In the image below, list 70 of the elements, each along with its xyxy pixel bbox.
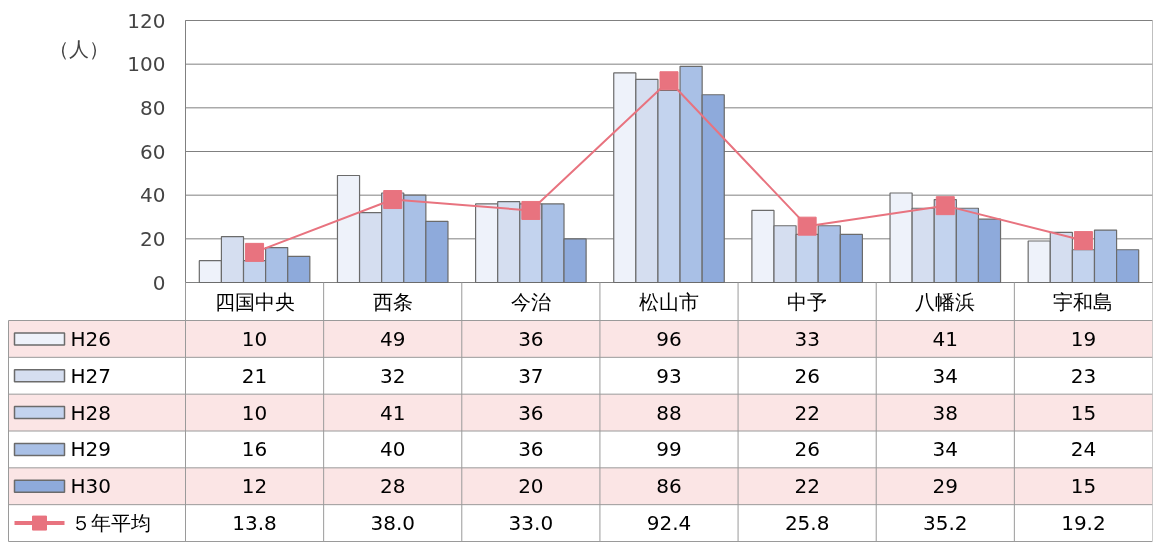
legend-label: H28 [70, 400, 111, 425]
y-tick-label: 120 [127, 8, 166, 33]
point [797, 216, 817, 236]
point [383, 190, 403, 210]
data-label: 37 [518, 363, 544, 388]
data-label: 36 [518, 437, 544, 462]
data-label: 24 [1070, 437, 1097, 462]
data-label: 35.2 [923, 511, 968, 536]
data-label: 34 [932, 363, 959, 388]
x-tick-label: 松山市 [639, 289, 699, 314]
data-label: 13.8 [232, 511, 277, 536]
x-tick-label: 四国中央 [214, 289, 295, 314]
data-label: 38.0 [370, 511, 415, 536]
data-label: 41 [932, 326, 959, 351]
data-label: 33 [794, 326, 820, 351]
data-label: 99 [656, 437, 682, 462]
y-axis-title: （人） [48, 36, 109, 61]
data-label: 36 [518, 326, 544, 351]
data-label: 10 [241, 400, 268, 425]
point [1073, 231, 1093, 251]
y-tick-label: 40 [140, 183, 166, 208]
data-label: 10 [241, 326, 268, 351]
y-tick-label: 100 [127, 52, 166, 77]
data-label: 28 [379, 474, 406, 499]
data-label: 19 [1070, 326, 1097, 351]
legend-label: H30 [70, 474, 111, 499]
x-tick-label: 中予 [787, 289, 828, 314]
legend-label: ５年平均 [70, 511, 151, 536]
data-label: 93 [656, 363, 682, 388]
data-label: 23 [1070, 363, 1097, 388]
y-tick-label: 20 [140, 226, 166, 251]
data-label: 34 [932, 437, 959, 462]
data-label: 88 [656, 400, 682, 425]
data-label: 22 [794, 400, 820, 425]
data-label: 32 [379, 363, 406, 388]
x-tick-label: 宇和島 [1053, 289, 1114, 314]
data-label: 41 [379, 400, 406, 425]
point [659, 71, 679, 91]
data-label: 15 [1070, 474, 1097, 499]
data-label: 22 [794, 474, 820, 499]
data-label: 15 [1070, 400, 1097, 425]
data-label: 96 [656, 326, 682, 351]
data-label: 25.8 [784, 511, 830, 536]
y-tick-label: 80 [140, 95, 166, 120]
data-label: 33.0 [508, 511, 554, 536]
data-label: 29 [932, 474, 959, 499]
y-tick-label: 0 [152, 270, 166, 295]
point [935, 196, 955, 216]
x-tick-label: 八幡浜 [915, 289, 976, 314]
data-label: 12 [241, 474, 268, 499]
data-label: 21 [241, 363, 268, 388]
data-label: 49 [379, 326, 406, 351]
legend-label: H26 [70, 326, 111, 351]
data-label: 40 [379, 437, 406, 462]
legend-label: H29 [70, 437, 111, 462]
data-label: 92.4 [646, 511, 692, 536]
x-tick-label: 西条 [372, 289, 413, 314]
data-label: 26 [794, 437, 820, 462]
data-label: 19.2 [1061, 511, 1106, 536]
data-label: 26 [794, 363, 820, 388]
data-label: 20 [518, 474, 544, 499]
point [245, 242, 265, 262]
data-label: 38 [932, 400, 959, 425]
data-label: 86 [656, 474, 682, 499]
point [521, 200, 541, 220]
y-tick-label: 60 [140, 139, 166, 164]
data-label: 36 [518, 400, 544, 425]
legend-label: H27 [70, 363, 111, 388]
data-label: 16 [241, 437, 268, 462]
x-tick-label: 今治 [510, 289, 551, 314]
